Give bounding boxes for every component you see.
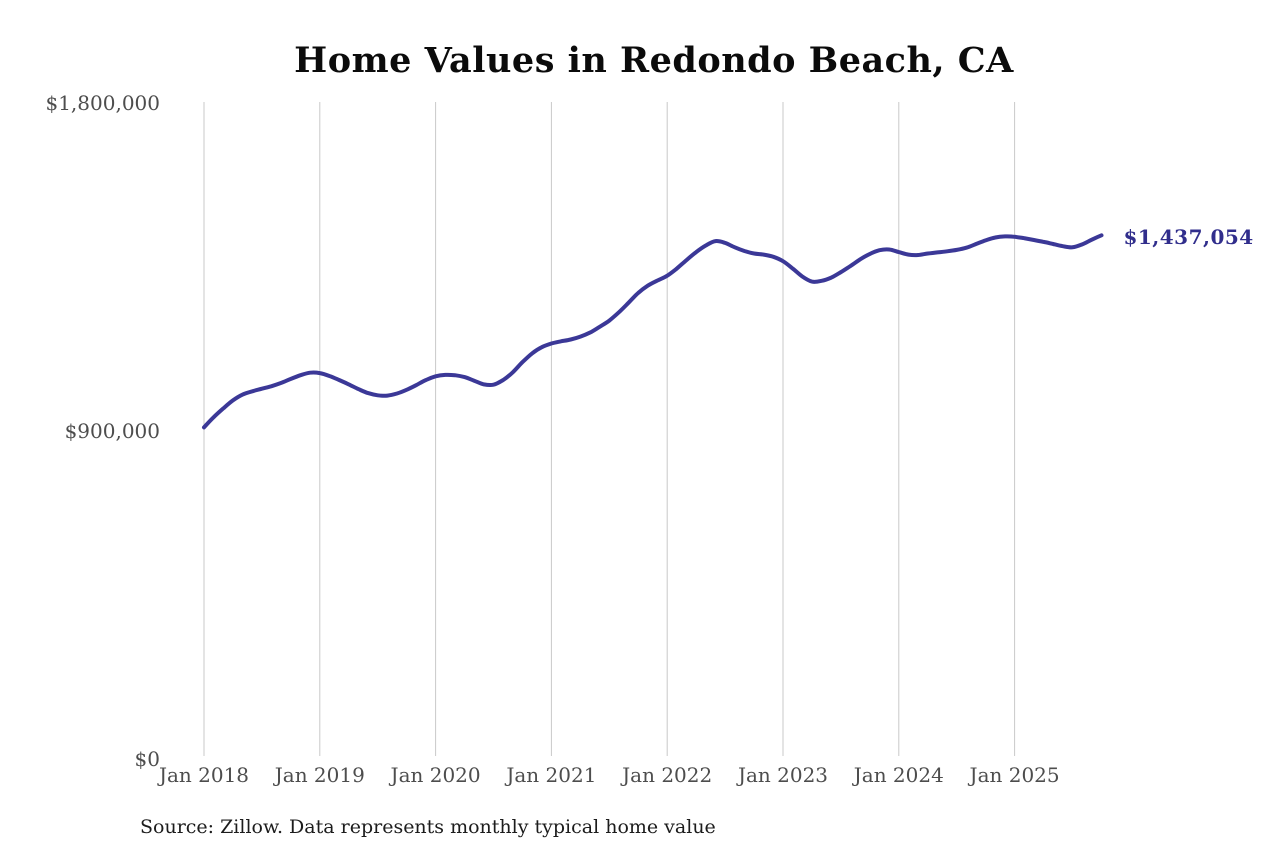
y-tick-label: $0	[134, 747, 160, 771]
chart-title: Home Values in Redondo Beach, CA	[294, 40, 1014, 81]
x-tick-label: Jan 2023	[737, 763, 829, 787]
x-tick-label: Jan 2025	[969, 763, 1060, 787]
x-tick-label: Jan 2020	[390, 763, 481, 787]
x-tick-label: Jan 2019	[274, 763, 365, 787]
x-tick-label: Jan 2022	[622, 763, 713, 787]
y-tick-label: $900,000	[64, 419, 160, 443]
end-value-label: $1,437,054	[1123, 225, 1254, 250]
source-note: Source: Zillow. Data represents monthly …	[140, 816, 716, 838]
x-tick-label: Jan 2021	[506, 763, 597, 787]
value-line	[202, 233, 1104, 430]
gridlines-group	[203, 102, 1016, 756]
x-tick-label: Jan 2024	[853, 763, 944, 787]
x-tick-label: Jan 2018	[158, 763, 250, 787]
y-tick-label: $1,800,000	[45, 91, 160, 115]
